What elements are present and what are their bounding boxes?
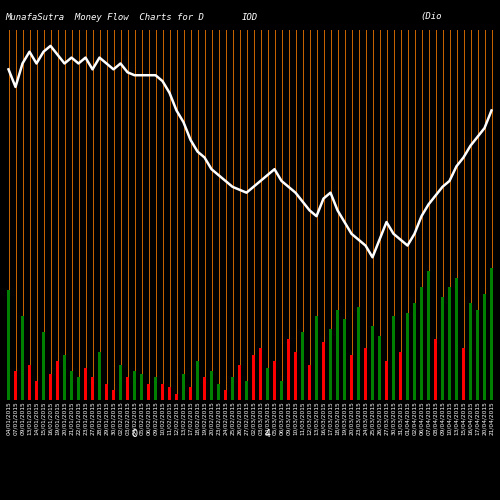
Bar xyxy=(196,362,200,400)
Bar xyxy=(14,371,18,400)
Bar xyxy=(84,368,87,400)
Bar xyxy=(118,364,122,400)
Bar xyxy=(370,326,374,400)
Bar xyxy=(482,294,486,400)
Text: IOD: IOD xyxy=(242,12,258,22)
Bar xyxy=(48,374,52,400)
Bar xyxy=(328,329,332,400)
Bar xyxy=(90,378,94,400)
Bar xyxy=(70,371,73,400)
Bar xyxy=(174,394,178,400)
Bar xyxy=(350,355,354,400)
Bar xyxy=(272,362,276,400)
Bar xyxy=(490,268,494,400)
Bar xyxy=(182,374,186,400)
Bar xyxy=(434,339,438,400)
Bar xyxy=(146,384,150,400)
Bar xyxy=(392,316,396,400)
Bar xyxy=(426,271,430,400)
Bar xyxy=(356,306,360,400)
Bar xyxy=(6,290,10,400)
Bar xyxy=(76,378,80,400)
Bar xyxy=(238,364,242,400)
Bar xyxy=(230,378,234,400)
Bar xyxy=(336,310,340,400)
Bar xyxy=(468,304,472,400)
Bar xyxy=(244,380,248,400)
Bar xyxy=(322,342,326,400)
Bar xyxy=(252,355,256,400)
Bar xyxy=(258,348,262,400)
Bar xyxy=(398,352,402,400)
Text: MunafaSutra  Money Flow  Charts for D: MunafaSutra Money Flow Charts for D xyxy=(5,12,204,22)
Bar xyxy=(454,278,458,400)
Bar xyxy=(294,352,298,400)
Bar xyxy=(154,378,158,400)
Bar xyxy=(308,364,312,400)
Bar xyxy=(160,384,164,400)
Bar xyxy=(188,387,192,400)
Bar xyxy=(56,362,60,400)
Bar xyxy=(266,368,270,400)
Text: 4: 4 xyxy=(264,429,270,439)
Bar xyxy=(210,371,214,400)
Bar xyxy=(314,316,318,400)
Bar xyxy=(224,390,228,400)
Bar xyxy=(104,384,108,400)
Bar xyxy=(440,297,444,400)
Bar xyxy=(280,380,283,400)
Bar xyxy=(300,332,304,400)
Bar xyxy=(364,348,368,400)
Bar xyxy=(216,384,220,400)
Bar xyxy=(202,378,206,400)
Bar xyxy=(98,352,102,400)
Bar xyxy=(28,364,32,400)
Bar xyxy=(448,287,452,400)
Bar xyxy=(420,287,424,400)
Text: 0: 0 xyxy=(132,429,138,439)
Bar xyxy=(476,310,480,400)
Bar xyxy=(62,355,66,400)
Bar xyxy=(34,380,38,400)
Bar xyxy=(342,320,346,400)
Bar xyxy=(406,313,409,400)
Bar xyxy=(140,374,143,400)
Bar xyxy=(112,390,116,400)
Bar xyxy=(286,339,290,400)
Bar xyxy=(462,348,466,400)
Bar xyxy=(20,316,24,400)
Bar xyxy=(168,387,172,400)
Bar xyxy=(42,332,46,400)
Bar xyxy=(384,362,388,400)
Bar xyxy=(412,304,416,400)
Bar xyxy=(126,378,130,400)
Bar xyxy=(378,336,382,400)
Text: (Dio: (Dio xyxy=(420,12,442,22)
Bar xyxy=(132,371,136,400)
